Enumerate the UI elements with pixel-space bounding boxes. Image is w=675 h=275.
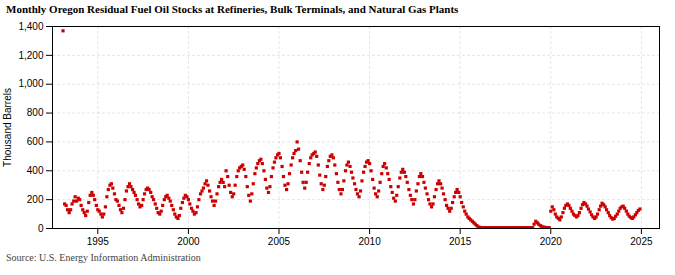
svg-text:2020: 2020 xyxy=(540,236,563,247)
svg-text:200: 200 xyxy=(27,194,44,205)
svg-text:2015: 2015 xyxy=(449,236,472,247)
svg-text:0: 0 xyxy=(38,223,44,234)
svg-text:400: 400 xyxy=(27,165,44,176)
svg-text:1,400: 1,400 xyxy=(18,21,43,32)
svg-text:600: 600 xyxy=(27,136,44,147)
svg-text:1,200: 1,200 xyxy=(18,50,43,61)
svg-text:1,000: 1,000 xyxy=(18,78,43,89)
html-text:Source: U.S. Energy Informatio: Source: U.S. Energy Information Administ… xyxy=(6,252,201,263)
svg-text:2025: 2025 xyxy=(630,236,653,247)
html-text:Monthly Oregon Residual Fuel O: Monthly Oregon Residual Fuel Oil Stocks … xyxy=(6,3,459,15)
svg-text:2005: 2005 xyxy=(268,236,291,247)
svg-text:800: 800 xyxy=(27,107,44,118)
svg-text:2000: 2000 xyxy=(177,236,200,247)
svg-text:2010: 2010 xyxy=(358,236,381,247)
svg-text:Thousand Barrels: Thousand Barrels xyxy=(2,88,13,167)
svg-text:1995: 1995 xyxy=(87,236,110,247)
